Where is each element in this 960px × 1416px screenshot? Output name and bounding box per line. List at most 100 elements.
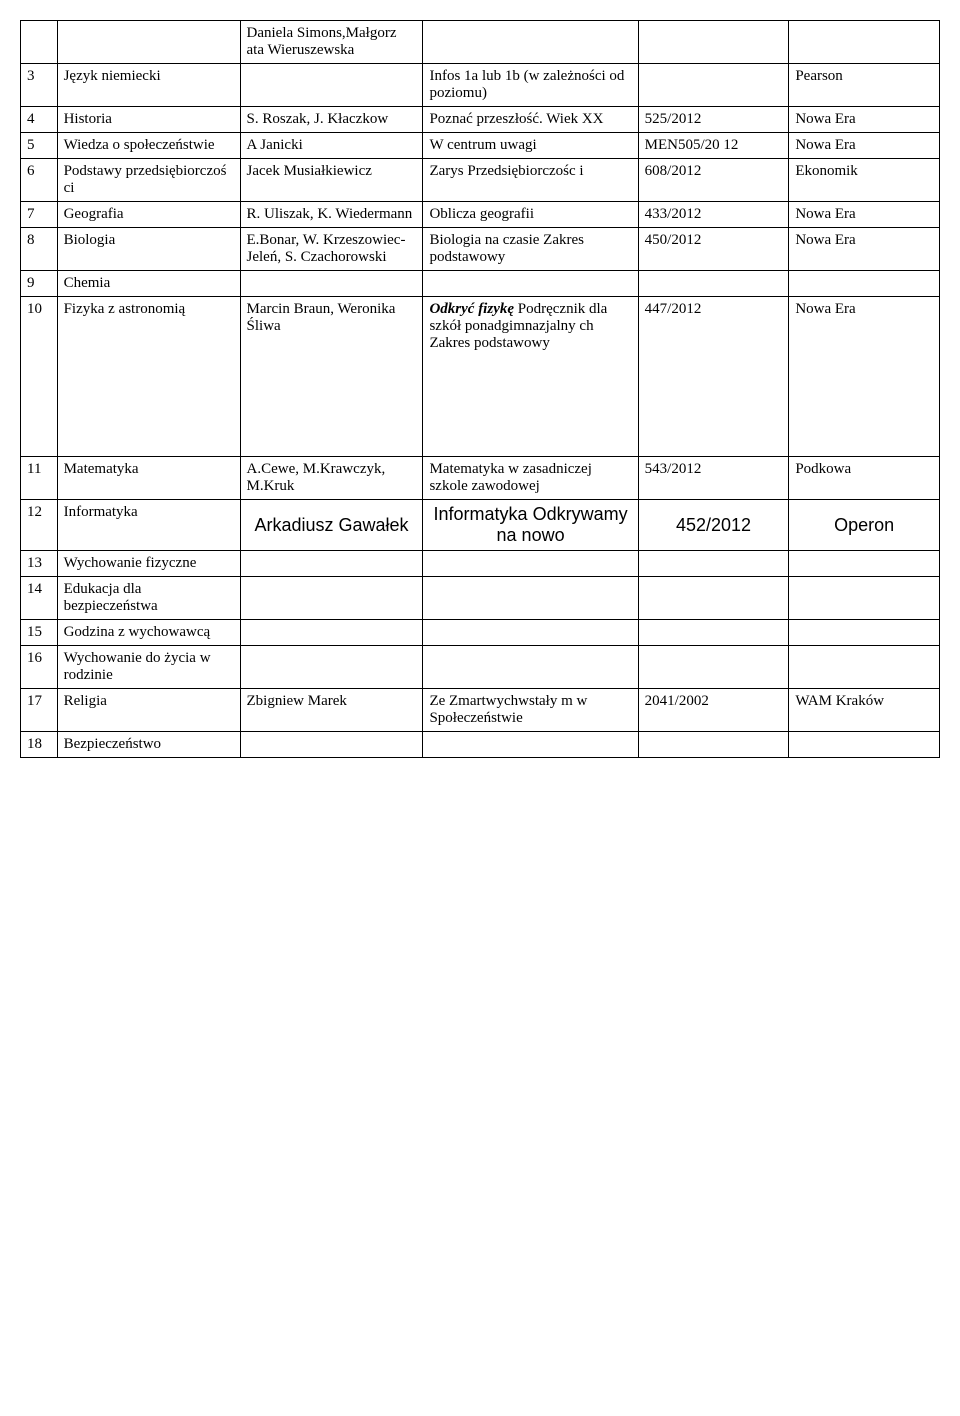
cell-author [240,577,423,620]
cell-author: Arkadiusz Gawałek [240,500,423,551]
cell-title: W centrum uwagi [423,133,638,159]
cell-num: 18 [21,732,58,758]
cell-publisher: Nowa Era [789,133,940,159]
cell-approval [638,21,789,64]
cell-subject: Fizyka z astronomią [57,297,240,457]
cell-title [423,732,638,758]
cell-title [423,577,638,620]
cell-subject: Wychowanie fizyczne [57,551,240,577]
cell-num: 16 [21,646,58,689]
cell-publisher: Ekonomik [789,159,940,202]
cell-subject: Edukacja dla bezpieczeństwa [57,577,240,620]
cell-subject: Historia [57,107,240,133]
cell-num: 9 [21,271,58,297]
cell-author [240,551,423,577]
table-row: 15 Godzina z wychowawcą [21,620,940,646]
cell-publisher: Pearson [789,64,940,107]
cell-num: 15 [21,620,58,646]
cell-publisher: Nowa Era [789,202,940,228]
cell-num: 8 [21,228,58,271]
cell-num: 17 [21,689,58,732]
cell-num: 12 [21,500,58,551]
cell-publisher [789,21,940,64]
cell-publisher [789,646,940,689]
cell-approval: MEN505/20 12 [638,133,789,159]
cell-title: Matematyka w zasadniczej szkole zawodowe… [423,457,638,500]
table-row: 4 Historia S. Roszak, J. Kłaczkow Poznać… [21,107,940,133]
cell-num [21,21,58,64]
cell-subject: Religia [57,689,240,732]
cell-publisher: Nowa Era [789,297,940,457]
cell-approval: 543/2012 [638,457,789,500]
cell-approval: 450/2012 [638,228,789,271]
cell-author: R. Uliszak, K. Wiedermann [240,202,423,228]
cell-publisher [789,577,940,620]
cell-num: 14 [21,577,58,620]
cell-approval: 452/2012 [638,500,789,551]
cell-title: Odkryć fizykę Podręcznik dla szkół ponad… [423,297,638,457]
cell-title: Oblicza geografii [423,202,638,228]
cell-approval [638,64,789,107]
cell-approval: 447/2012 [638,297,789,457]
table-row: 14 Edukacja dla bezpieczeństwa [21,577,940,620]
table-row: 17 Religia Zbigniew Marek Ze Zmartwychws… [21,689,940,732]
cell-num: 5 [21,133,58,159]
cell-author: S. Roszak, J. Kłaczkow [240,107,423,133]
cell-publisher: Nowa Era [789,107,940,133]
table-row: 5 Wiedza o społeczeństwie A Janicki W ce… [21,133,940,159]
cell-title [423,551,638,577]
cell-author: Jacek Musiałkiewicz [240,159,423,202]
cell-num: 7 [21,202,58,228]
cell-approval [638,551,789,577]
cell-approval: 433/2012 [638,202,789,228]
table-row: Daniela Simons,Małgorz ata Wieruszewska [21,21,940,64]
cell-author: Marcin Braun, Weronika Śliwa [240,297,423,457]
table-row: 3 Język niemiecki Infos 1a lub 1b (w zal… [21,64,940,107]
table-row: 13 Wychowanie fizyczne [21,551,940,577]
cell-title: Poznać przeszłość. Wiek XX [423,107,638,133]
cell-subject: Wychowanie do życia w rodzinie [57,646,240,689]
cell-num: 11 [21,457,58,500]
cell-publisher: Nowa Era [789,228,940,271]
cell-subject: Język niemiecki [57,64,240,107]
cell-approval [638,620,789,646]
textbook-table: Daniela Simons,Małgorz ata Wieruszewska … [20,20,940,758]
table-row: 8 Biologia E.Bonar, W. Krzeszowiec-Jeleń… [21,228,940,271]
cell-approval [638,646,789,689]
table-row: 12 Informatyka Arkadiusz Gawałek Informa… [21,500,940,551]
cell-author: Daniela Simons,Małgorz ata Wieruszewska [240,21,423,64]
cell-subject: Godzina z wychowawcą [57,620,240,646]
cell-subject: Geografia [57,202,240,228]
cell-subject: Wiedza o społeczeństwie [57,133,240,159]
cell-num: 10 [21,297,58,457]
cell-num: 4 [21,107,58,133]
cell-author [240,64,423,107]
table-row: 18 Bezpieczeństwo [21,732,940,758]
cell-author: E.Bonar, W. Krzeszowiec-Jeleń, S. Czacho… [240,228,423,271]
cell-publisher: Podkowa [789,457,940,500]
cell-title: Zarys Przedsiębiorczośc i [423,159,638,202]
cell-title: Ze Zmartwychwstały m w Społeczeństwie [423,689,638,732]
cell-approval [638,732,789,758]
table-row: 9 Chemia [21,271,940,297]
cell-approval: 2041/2002 [638,689,789,732]
cell-title [423,21,638,64]
cell-approval: 608/2012 [638,159,789,202]
cell-author: Zbigniew Marek [240,689,423,732]
table-row: 10 Fizyka z astronomią Marcin Braun, Wer… [21,297,940,457]
cell-title [423,620,638,646]
cell-publisher [789,732,940,758]
cell-author [240,620,423,646]
table-row: 16 Wychowanie do życia w rodzinie [21,646,940,689]
cell-subject: Matematyka [57,457,240,500]
cell-author [240,646,423,689]
cell-subject: Informatyka [57,500,240,551]
cell-title: Biologia na czasie Zakres podstawowy [423,228,638,271]
cell-approval: 525/2012 [638,107,789,133]
cell-subject [57,21,240,64]
cell-publisher: WAM Kraków [789,689,940,732]
cell-author [240,271,423,297]
cell-publisher [789,551,940,577]
cell-publisher: Operon [789,500,940,551]
cell-subject: Chemia [57,271,240,297]
